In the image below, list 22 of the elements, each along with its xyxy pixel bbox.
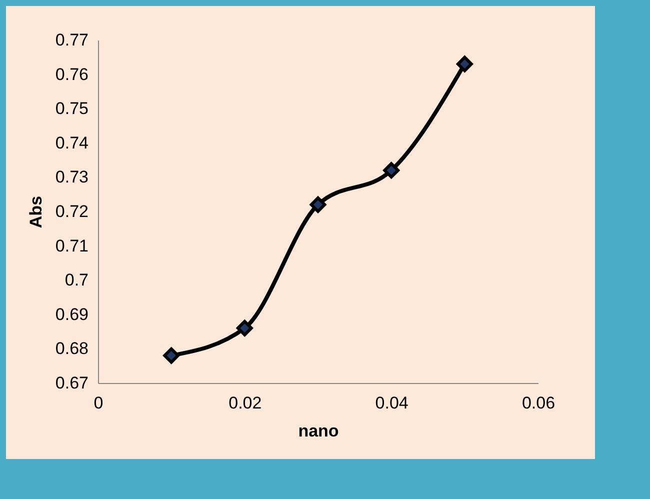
y-tick-label: 0.68 xyxy=(55,339,88,358)
point xyxy=(310,196,326,213)
x-tick-label: 0.02 xyxy=(228,394,262,412)
y-tick-label: 0.77 xyxy=(55,30,88,50)
y-tick-label: 0.73 xyxy=(55,168,88,187)
y-tick-label: 0.75 xyxy=(55,99,88,118)
y-tick-label: 0.76 xyxy=(55,64,88,84)
y-tick-label: 0.74 xyxy=(55,133,88,152)
y-tick-label: 0.67 xyxy=(55,374,88,392)
y-tick-label: 0.71 xyxy=(55,236,88,256)
point xyxy=(383,162,400,179)
x-tick-label: 0.06 xyxy=(522,394,556,412)
point xyxy=(456,56,473,72)
y-tick-label: 0.7 xyxy=(64,270,88,290)
x-tick-label: 0.04 xyxy=(375,394,408,412)
y-axis-title: Abs xyxy=(26,196,46,228)
x-tick-label: 0 xyxy=(94,394,104,412)
point xyxy=(236,320,253,336)
y-tick-label: 0.69 xyxy=(55,304,88,324)
x-axis-title: nano xyxy=(298,422,339,440)
point xyxy=(163,347,180,364)
y-tick-label: 0.72 xyxy=(55,202,88,221)
